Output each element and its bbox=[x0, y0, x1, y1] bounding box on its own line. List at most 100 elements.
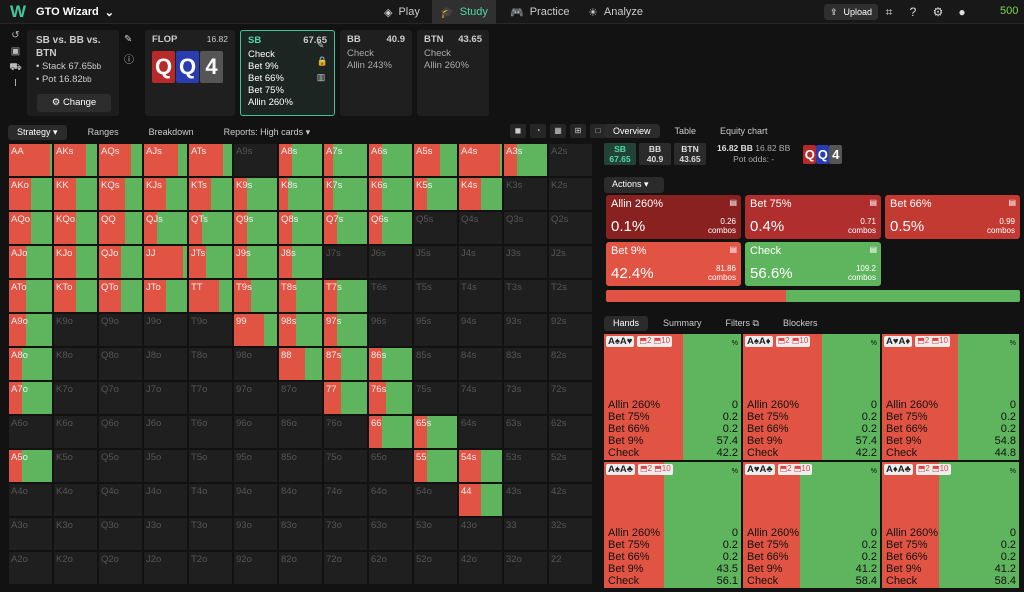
hand-cell[interactable]: 82s bbox=[548, 347, 593, 381]
hand-cell[interactable]: 84o bbox=[278, 483, 323, 517]
hand-cell[interactable]: T7o bbox=[188, 381, 233, 415]
cube-icon[interactable]: ◼ bbox=[510, 124, 526, 138]
pos-bb[interactable]: BB 40.9 bbox=[639, 143, 671, 165]
hand-cell[interactable]: Q3s bbox=[503, 211, 548, 245]
hand-cell[interactable]: 98s bbox=[278, 313, 323, 347]
car-icon[interactable]: ⛟ bbox=[9, 62, 22, 73]
hand-cell[interactable]: 82o bbox=[278, 551, 323, 585]
hand-cell[interactable]: A8o bbox=[8, 347, 53, 381]
hand-cell[interactable]: QJo bbox=[98, 245, 143, 279]
hand-cell[interactable]: 77 bbox=[323, 381, 368, 415]
hand-cell[interactable]: 32o bbox=[503, 551, 548, 585]
hand-cell[interactable]: KQs bbox=[98, 177, 143, 211]
hand-combo-card[interactable]: A♠A♥ ⬒2 ⬒10% Allin 260% 0 Bet 75% 0.2 Bet 66% 0… bbox=[604, 334, 741, 460]
hand-cell[interactable]: 87s bbox=[323, 347, 368, 381]
tab-breakdown[interactable]: Breakdown bbox=[148, 127, 194, 137]
hand-cell[interactable]: 86s bbox=[368, 347, 413, 381]
hand-cell[interactable]: 66 bbox=[368, 415, 413, 449]
hand-cell[interactable]: 98o bbox=[233, 347, 278, 381]
hand-cell[interactable]: J2s bbox=[548, 245, 593, 279]
hand-cell[interactable]: J2o bbox=[143, 551, 188, 585]
tab-overview[interactable]: Overview bbox=[604, 124, 660, 138]
hand-cell[interactable]: AJs bbox=[143, 143, 188, 177]
hand-cell[interactable]: 55 bbox=[413, 449, 458, 483]
app-logo[interactable]: W GTO Wizard ⌄ bbox=[10, 0, 114, 24]
hand-cell[interactable]: Q8o bbox=[98, 347, 143, 381]
hand-cell[interactable]: T5o bbox=[188, 449, 233, 483]
user-icon[interactable]: ● bbox=[958, 5, 966, 19]
chart-icon[interactable]: ▤ bbox=[869, 245, 877, 254]
hand-cell[interactable]: ATs bbox=[188, 143, 233, 177]
tab-blockers[interactable]: Blockers bbox=[782, 318, 818, 328]
hand-cell[interactable]: 52s bbox=[548, 449, 593, 483]
hand-cell[interactable]: 94o bbox=[233, 483, 278, 517]
hand-cell[interactable]: T5s bbox=[413, 279, 458, 313]
hand-cell[interactable]: A9s bbox=[233, 143, 278, 177]
hand-cell[interactable]: J3s bbox=[503, 245, 548, 279]
hand-cell[interactable]: J8o bbox=[143, 347, 188, 381]
hand-cell[interactable]: 42s bbox=[548, 483, 593, 517]
hand-cell[interactable]: QJs bbox=[143, 211, 188, 245]
hand-cell[interactable]: T8s bbox=[278, 279, 323, 313]
hand-cell[interactable]: Q4o bbox=[98, 483, 143, 517]
hand-cell[interactable]: 84s bbox=[458, 347, 503, 381]
tab-hands[interactable]: Hands bbox=[604, 316, 649, 331]
hand-cell[interactable]: 83o bbox=[278, 517, 323, 551]
action-line[interactable]: Check bbox=[248, 49, 275, 60]
hand-cell[interactable]: JTs bbox=[188, 245, 233, 279]
hand-cell[interactable]: Q5o bbox=[98, 449, 143, 483]
tab-reports[interactable]: Reports: High cards ▾ bbox=[223, 126, 311, 137]
hand-cell[interactable]: 64s bbox=[458, 415, 503, 449]
hand-cell[interactable]: KJs bbox=[143, 177, 188, 211]
hand-cell[interactable]: 96s bbox=[368, 313, 413, 347]
hand-cell[interactable]: QTs bbox=[188, 211, 233, 245]
action-box[interactable]: Bet 66% ▤ 0.5% 0.99 combos bbox=[885, 195, 1020, 239]
hand-cell[interactable]: 54s bbox=[458, 449, 503, 483]
hand-cell[interactable]: A4s bbox=[458, 143, 503, 177]
hand-cell[interactable]: 93s bbox=[503, 313, 548, 347]
nav-study[interactable]: 🎓 Study bbox=[432, 0, 496, 24]
player-card-bb[interactable]: BB 40.9 Check Allin 243% bbox=[340, 30, 412, 116]
hand-cell[interactable]: AQo bbox=[8, 211, 53, 245]
chevron-down-icon[interactable]: ⌄ bbox=[104, 6, 114, 19]
hand-cell[interactable]: 95s bbox=[413, 313, 458, 347]
hand-cell[interactable]: 94s bbox=[458, 313, 503, 347]
action-line[interactable]: Bet 66% bbox=[248, 73, 284, 84]
hand-cell[interactable]: T3o bbox=[188, 517, 233, 551]
hand-cell[interactable]: JJ bbox=[143, 245, 188, 279]
action-box[interactable]: Allin 260% ▤ 0.1% 0.26 combos bbox=[606, 195, 741, 239]
hand-combo-card[interactable]: A♠A♦ ⬒2 ⬒10% Allin 260% 0 Bet 75% 0.2 Bet 66% 0… bbox=[743, 334, 880, 460]
hand-cell[interactable]: A9o bbox=[8, 313, 53, 347]
nav-analyze[interactable]: ☀ Analyze bbox=[588, 6, 644, 19]
hand-cell[interactable]: A3s bbox=[503, 143, 548, 177]
pencil-icon[interactable]: ✎ bbox=[316, 40, 325, 50]
action-line[interactable]: Allin 260% bbox=[248, 97, 293, 108]
gear-icon[interactable]: ⚙ bbox=[932, 5, 944, 19]
hand-cell[interactable]: T6o bbox=[188, 415, 233, 449]
hand-cell[interactable]: 83s bbox=[503, 347, 548, 381]
hand-cell[interactable]: 75o bbox=[323, 449, 368, 483]
hand-cell[interactable]: A2o bbox=[8, 551, 53, 585]
hand-cell[interactable]: A7o bbox=[8, 381, 53, 415]
hand-cell[interactable]: Q2s bbox=[548, 211, 593, 245]
hand-cell[interactable]: 73o bbox=[323, 517, 368, 551]
pos-btn[interactable]: BTN 43.65 bbox=[674, 143, 706, 165]
hand-cell[interactable]: 43o bbox=[458, 517, 503, 551]
hand-cell[interactable]: 99 bbox=[233, 313, 278, 347]
info-icon[interactable]: ⓘ bbox=[124, 55, 134, 66]
hand-cell[interactable]: 32s bbox=[548, 517, 593, 551]
hand-cell[interactable]: 74s bbox=[458, 381, 503, 415]
hand-cell[interactable]: 96o bbox=[233, 415, 278, 449]
action-box[interactable]: Check ▤ 56.6% 109.2 combos bbox=[745, 242, 881, 286]
hand-combo-card[interactable]: A♦A♣ ⬒2 ⬒10% Allin 260% 0 Bet 75% 0.2 Bet 66% 0… bbox=[882, 462, 1019, 588]
hand-cell[interactable]: Q6s bbox=[368, 211, 413, 245]
hand-cell[interactable]: QQ bbox=[98, 211, 143, 245]
hand-cell[interactable]: A3o bbox=[8, 517, 53, 551]
chart-icon[interactable]: ▤ bbox=[729, 245, 737, 254]
hand-cell[interactable]: Q7s bbox=[323, 211, 368, 245]
hand-cell[interactable]: 33 bbox=[503, 517, 548, 551]
hand-cell[interactable]: 97o bbox=[233, 381, 278, 415]
lock-icon[interactable]: 🔒 bbox=[316, 56, 328, 66]
nav-practice[interactable]: 🎮 Practice bbox=[510, 6, 570, 19]
action-box[interactable]: Bet 75% ▤ 0.4% 0.71 combos bbox=[745, 195, 881, 239]
